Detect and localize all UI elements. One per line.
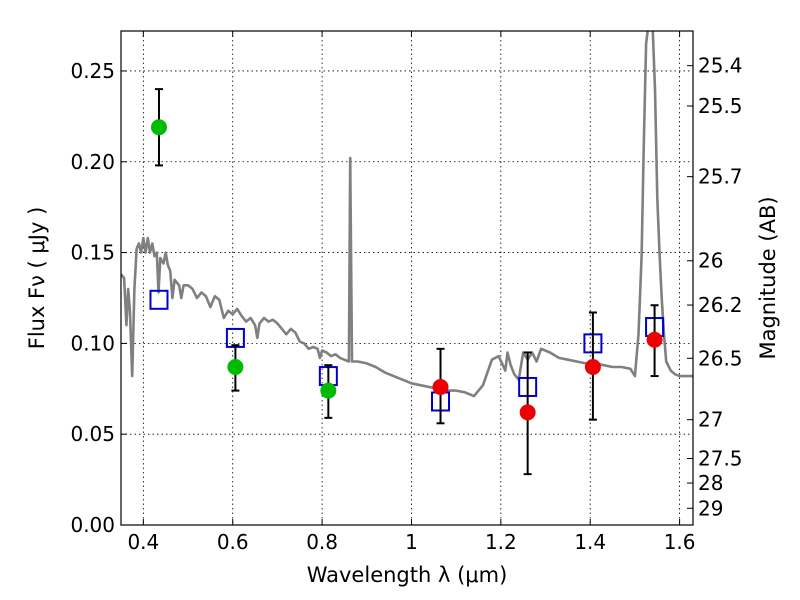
x-tick-label: 0.4	[127, 530, 159, 554]
magnitude-tick-label: 25.4	[698, 54, 743, 78]
x-tick-label: 0.6	[217, 530, 249, 554]
magnitude-tick-label: 26.5	[698, 346, 743, 370]
plot-frame	[120, 30, 694, 526]
magnitude-tick-label: 25.7	[698, 165, 743, 189]
y-tick-label: 0.20	[70, 150, 115, 174]
model-spectrum-line	[121, 31, 693, 398]
axes: 0.4 0.6 0.8 1 1.2 1.4 1.6 0.00 0.05 0.10 0.15 0.20 0…	[70, 31, 743, 554]
y-tick-label: 0.25	[70, 59, 115, 83]
observed-flux-point	[227, 358, 244, 375]
magnitude-tick-label: 28	[698, 471, 723, 495]
y-tick-label: 0.00	[70, 513, 115, 537]
magnitude-tick-label: 26.2	[698, 293, 743, 317]
y-axis-label: Flux Fν ( μJy )	[25, 207, 49, 350]
magnitude-tick-label: 27.5	[698, 447, 743, 471]
plot-data	[121, 31, 693, 398]
x-axis-label: Wavelength λ (μm)	[307, 563, 508, 587]
x-tick-label: 0.8	[306, 530, 338, 554]
observed-flux-point	[584, 358, 601, 375]
model-photometry-square	[149, 289, 169, 310]
x-tick-label: 1.6	[664, 530, 696, 554]
plot-markers	[149, 88, 665, 476]
magnitude-tick-label: 25.5	[698, 94, 743, 118]
y-tick-label: 0.05	[70, 422, 115, 446]
magnitude-tick-label: 29	[698, 496, 723, 520]
grid-lines	[121, 31, 693, 525]
observed-flux-point	[519, 404, 536, 421]
observed-flux-point	[320, 382, 337, 399]
x-tick-label: 1	[405, 530, 418, 554]
magnitude-tick-label: 26	[698, 249, 723, 273]
observed-flux-point	[432, 378, 449, 395]
y-tick-label: 0.10	[70, 331, 115, 355]
magnitude-tick-label: 27	[698, 408, 723, 432]
y2-axis-label: Magnitude (AB)	[756, 196, 780, 359]
y-tick-label: 0.15	[70, 241, 115, 265]
x-tick-label: 1.4	[574, 530, 606, 554]
x-tick-label: 1.2	[485, 530, 517, 554]
observed-flux-point	[646, 331, 663, 348]
observed-flux-point	[150, 119, 167, 136]
